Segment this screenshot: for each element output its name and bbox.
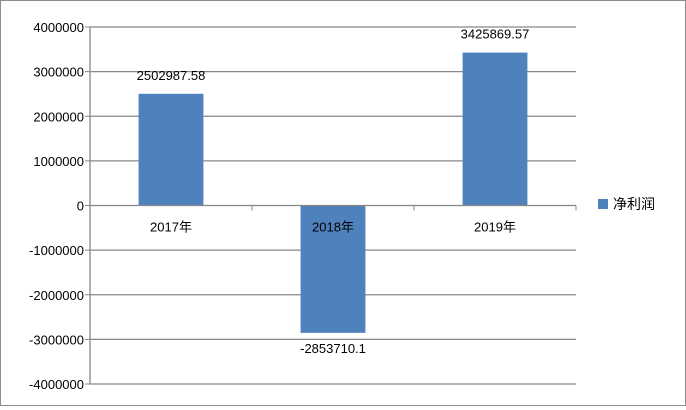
legend: 净利润: [598, 197, 655, 213]
bar-2018年: [300, 205, 366, 333]
x-tick-label: 2017年: [150, 220, 192, 235]
y-tick-label: 0: [77, 199, 84, 214]
y-tick-label: -2000000: [29, 288, 84, 303]
data-label: 2502987.58: [137, 68, 206, 83]
legend-label: 净利润: [613, 197, 655, 213]
x-axis-tick-labels: 2017年 2018年 2019年: [150, 220, 516, 235]
data-labels: 2502987.58 -2853710.1 3425869.57: [137, 27, 530, 356]
bar-2019年: [462, 52, 528, 206]
x-tick-label: 2019年: [474, 220, 516, 235]
y-tick-label: -4000000: [29, 377, 84, 392]
bars: [138, 52, 528, 333]
y-tick-label: 4000000: [33, 20, 84, 35]
axes: [85, 26, 577, 385]
data-label: -2853710.1: [300, 341, 366, 356]
bar-2017年: [138, 93, 204, 206]
y-tick-label: -3000000: [29, 332, 84, 347]
y-tick-label: 2000000: [33, 109, 84, 124]
data-label: 3425869.57: [461, 27, 530, 42]
y-tick-label: 3000000: [33, 65, 84, 80]
y-tick-label: -1000000: [29, 243, 84, 258]
y-tick-label: 1000000: [33, 154, 84, 169]
legend-swatch: [598, 199, 608, 209]
y-axis-tick-labels: 4000000 3000000 2000000 1000000 0 -1000000 -20…: [29, 20, 84, 392]
x-tick-label: 2018年: [312, 220, 354, 235]
